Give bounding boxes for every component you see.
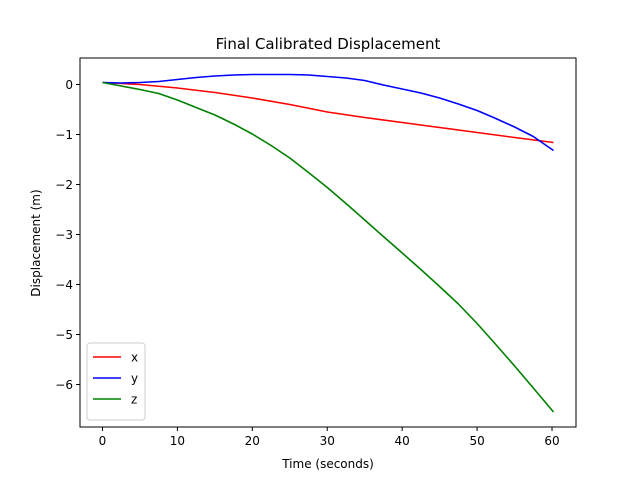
series-line-y	[102, 73, 554, 152]
x-tick-label: 40	[395, 434, 410, 448]
plot-area	[102, 73, 555, 413]
legend: xyz	[86, 342, 146, 421]
y-tick-label: −3	[55, 228, 73, 242]
y-tick-label: −4	[55, 278, 73, 292]
series-line-x	[102, 81, 554, 144]
x-tick-label: 20	[245, 434, 260, 448]
legend-box	[86, 342, 146, 421]
x-tick-label: 30	[320, 434, 335, 448]
chart-title: Final Calibrated Displacement	[216, 35, 441, 53]
series-line-z	[102, 81, 555, 413]
axes-frame	[79, 57, 577, 428]
y-tick-label: −6	[55, 378, 73, 392]
y-tick-label: −1	[55, 128, 73, 142]
y-tick-label: −2	[55, 178, 73, 192]
axis-ticks: 0 10 20 30 40 50 60 0 −1 −2 −3 −4 −5 −6	[55, 78, 559, 448]
x-tick-label: 60	[544, 434, 559, 448]
y-tick-label: −5	[55, 328, 73, 342]
legend-label-x: x	[131, 351, 138, 365]
x-axis-label: Time (seconds)	[281, 457, 374, 471]
x-tick-label: 0	[99, 434, 107, 448]
y-tick-label: 0	[65, 78, 73, 92]
y-axis-label: Displacement (m)	[29, 189, 43, 296]
legend-label-z: z	[131, 393, 137, 407]
x-tick-label: 50	[469, 434, 484, 448]
x-tick-label: 10	[170, 434, 185, 448]
legend-label-y: y	[131, 372, 138, 386]
